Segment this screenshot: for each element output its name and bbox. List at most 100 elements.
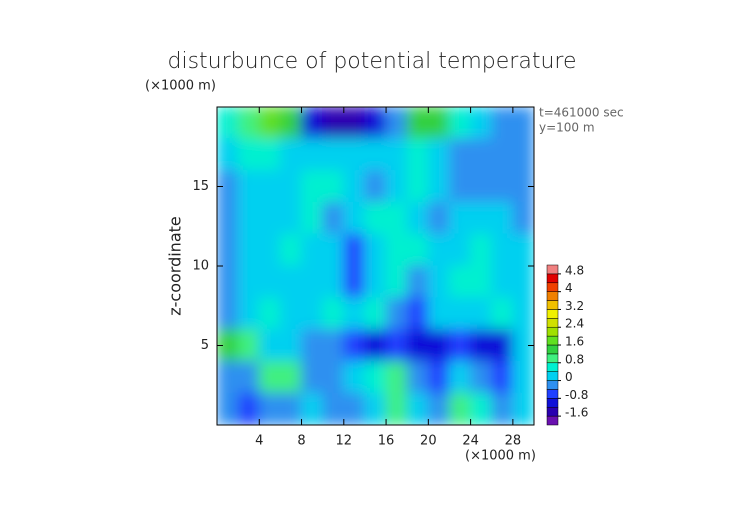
- cell: [385, 265, 408, 299]
- cell: [279, 170, 303, 203]
- cell: [279, 329, 303, 362]
- cell: [343, 138, 366, 172]
- cell: [217, 360, 239, 394]
- cell: [279, 360, 303, 394]
- x-tick-label: 8: [297, 434, 305, 449]
- cell: [448, 233, 472, 267]
- cell: [343, 265, 366, 299]
- cell: [258, 360, 281, 394]
- x-tick-label: 4: [255, 434, 263, 449]
- cell: [217, 297, 239, 331]
- cell: [343, 360, 366, 394]
- cell: [470, 233, 493, 267]
- cell: [491, 392, 514, 425]
- cell: [301, 360, 324, 394]
- cell: [364, 233, 387, 267]
- colorbar-box: [546, 344, 559, 355]
- colorbar-label: 1.6: [565, 335, 584, 349]
- cell: [258, 201, 281, 235]
- colorbar-box: [546, 264, 559, 275]
- cell: [385, 329, 408, 362]
- colorbar-label: 0: [565, 370, 573, 384]
- cell: [448, 329, 472, 362]
- annotation: t=461000 sec: [539, 106, 624, 120]
- cell: [343, 392, 366, 425]
- colorbar-label: -0.8: [565, 388, 588, 402]
- cell: [512, 107, 534, 140]
- cell: [427, 329, 450, 362]
- colorbar-box: [546, 398, 559, 408]
- cell: [322, 138, 345, 172]
- cell: [217, 107, 239, 140]
- cell: [406, 329, 429, 362]
- cell: [491, 107, 514, 140]
- cell: [322, 170, 345, 203]
- cell: [237, 392, 260, 425]
- cell: [301, 138, 324, 172]
- colorbar-label: -1.6: [565, 406, 588, 420]
- cell: [512, 233, 534, 267]
- cell: [279, 265, 303, 299]
- cell: [448, 170, 472, 203]
- cell: [448, 138, 472, 172]
- cell: [512, 297, 534, 331]
- cell: [470, 297, 493, 331]
- y-tick-label: 5: [201, 338, 209, 353]
- chart-title: disturbunce of potential temperature: [168, 49, 577, 74]
- cell: [448, 392, 472, 425]
- cell: [364, 329, 387, 362]
- cell: [279, 201, 303, 235]
- cell: [237, 360, 260, 394]
- cell: [301, 201, 324, 235]
- cell: [385, 392, 408, 425]
- cell: [217, 392, 239, 425]
- cell: [470, 170, 493, 203]
- cell: [491, 170, 514, 203]
- colorbar-box: [546, 371, 559, 381]
- cell: [470, 107, 493, 140]
- cell: [427, 107, 450, 140]
- colorbar-box: [546, 406, 559, 417]
- cell: [301, 297, 324, 331]
- colorbar-box: [546, 309, 559, 319]
- cell: [491, 138, 514, 172]
- cell: [217, 138, 239, 172]
- cell: [512, 170, 534, 203]
- cell: [322, 265, 345, 299]
- cell: [217, 170, 239, 203]
- cell: [237, 297, 260, 331]
- cell: [322, 360, 345, 394]
- cell: [491, 265, 514, 299]
- cell: [217, 265, 239, 299]
- x-tick-label: 20: [420, 434, 437, 449]
- colorbar-label: 0.8: [565, 352, 584, 366]
- colorbar-box: [546, 291, 559, 301]
- cell: [301, 392, 324, 425]
- x-tick-label: 16: [378, 434, 395, 449]
- cell: [258, 392, 281, 425]
- cell: [491, 297, 514, 331]
- cells: [217, 107, 534, 425]
- cell: [301, 107, 324, 140]
- axes: 4 8 12 16 20 24 28 5 10 15 4.8 4 3.2 2.4 1.6 0.8 0 -0.8 -1…: [192, 106, 588, 449]
- cell: [343, 170, 366, 203]
- cell: [491, 233, 514, 267]
- cell: [217, 201, 239, 235]
- cell: [427, 233, 450, 267]
- cell: [343, 329, 366, 362]
- colorbar-box: [546, 318, 559, 328]
- cell: [385, 107, 408, 140]
- colorbar-box: [546, 326, 559, 337]
- cell: [406, 265, 429, 299]
- cell: [427, 360, 450, 394]
- cell: [279, 392, 303, 425]
- cell: [406, 107, 429, 140]
- cell: [427, 201, 450, 235]
- cell: [427, 138, 450, 172]
- annotation: y=100 m: [539, 121, 595, 135]
- colorbar-box: [546, 353, 559, 364]
- cell: [406, 201, 429, 235]
- cell: [512, 201, 534, 235]
- x-unit: (×1000 m): [465, 449, 536, 464]
